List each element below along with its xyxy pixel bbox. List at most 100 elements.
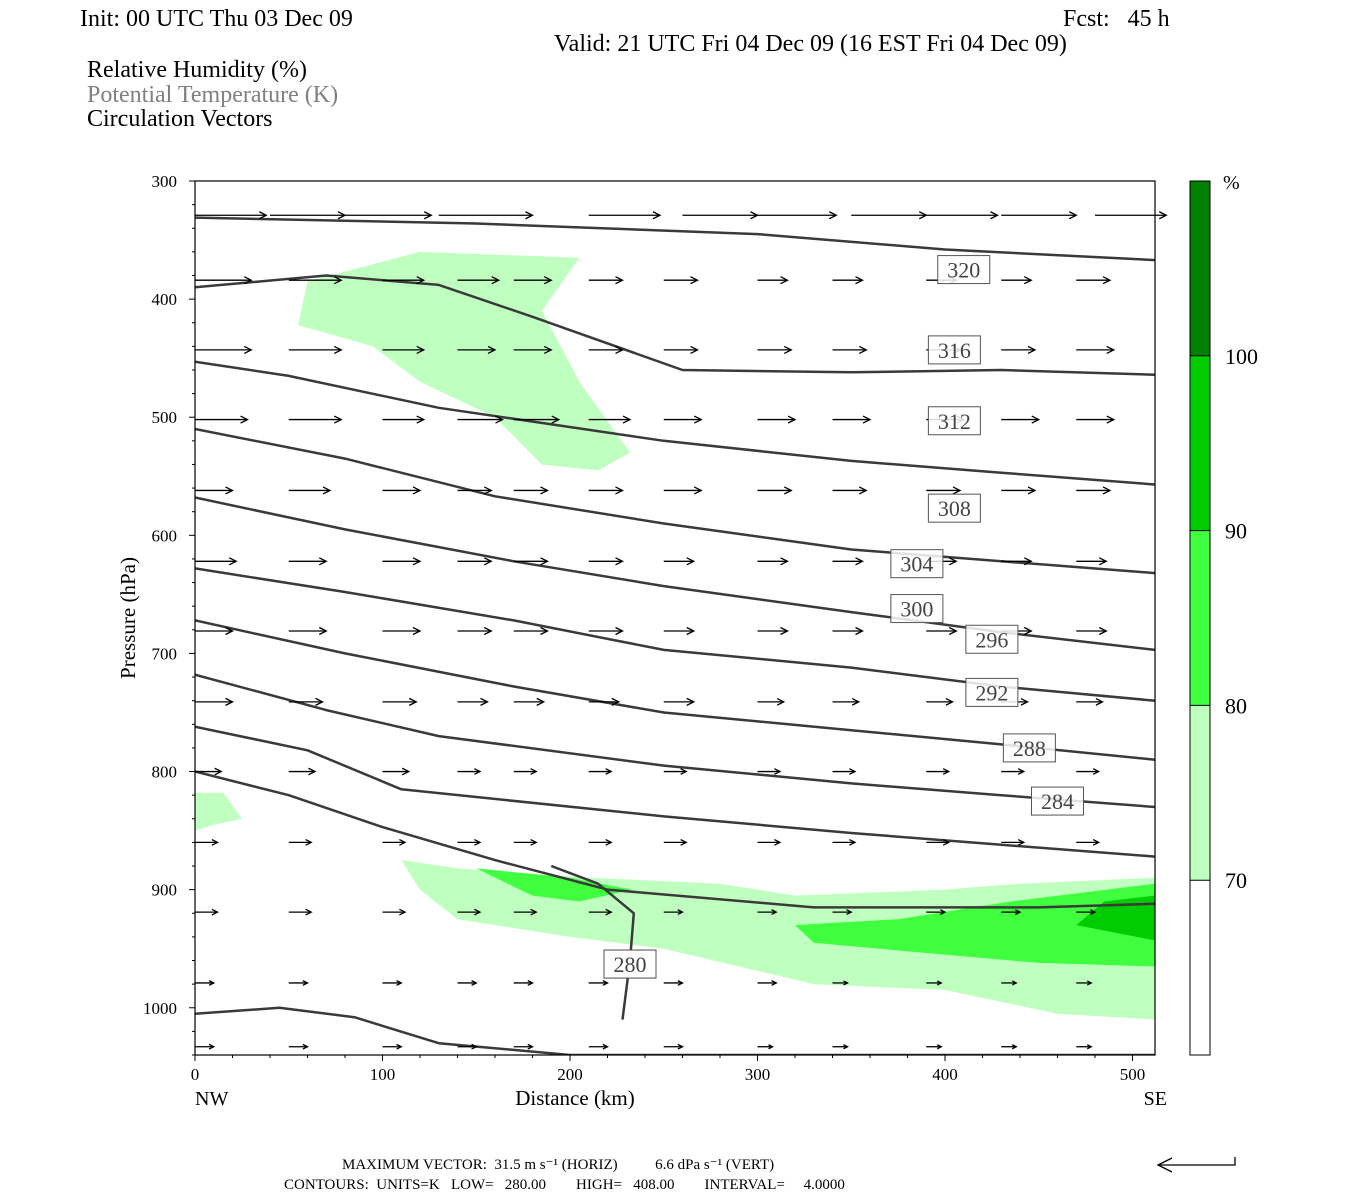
circulation-vector-head — [849, 839, 857, 846]
circulation-vector-head — [214, 767, 223, 776]
contour-label-300: 300 — [900, 597, 933, 622]
colorbar: 70 80 90 100% — [1189, 172, 1258, 1056]
contour-label-288: 288 — [1013, 736, 1046, 761]
circulation-vector-head — [1068, 211, 1078, 220]
circulation-vector-head — [318, 557, 328, 566]
circulation-vector-head — [690, 276, 699, 285]
colorbar-segment — [1190, 705, 1210, 881]
circulation-vector-head — [540, 486, 549, 495]
circulation-vector-head — [1106, 415, 1116, 424]
legend-circulation-vectors: Circulation Vectors — [87, 106, 273, 132]
circulation-vector-head — [693, 415, 703, 424]
circulation-vector-head — [1098, 557, 1108, 566]
circulation-vector-head — [1015, 909, 1022, 916]
theta-contour-280 — [550, 864, 636, 1020]
circulation-vector-head — [942, 768, 951, 775]
circulation-vector-head — [305, 839, 313, 846]
circulation-vector-head — [686, 557, 696, 566]
circulation-vector-head — [333, 345, 343, 354]
circulation-vector-head — [1098, 626, 1108, 636]
circulation-vector-head — [543, 276, 553, 285]
circulation-vector-head — [680, 839, 688, 846]
circulation-vector-head — [1086, 980, 1093, 986]
x-axis-title: Distance (km) — [515, 1086, 635, 1110]
circulation-vector-head — [677, 909, 684, 916]
circulation-vector-head — [530, 768, 538, 775]
circulation-vector-head — [1023, 626, 1033, 636]
colorbar-frame — [1189, 180, 1211, 1056]
circulation-vector-head — [611, 697, 621, 706]
contour-label-304: 304 — [900, 552, 933, 577]
circulation-vector-head — [680, 768, 688, 775]
circulation-vector-head — [1086, 1044, 1093, 1050]
circulation-vector-head — [652, 211, 662, 220]
contour-label-box — [890, 549, 944, 579]
colorbar-segment — [1190, 355, 1210, 531]
circulation-vector-head — [952, 486, 962, 495]
circulation-vector-head — [527, 980, 534, 986]
circulation-vector-head — [615, 626, 624, 636]
theta-contour-312 — [195, 360, 1155, 486]
circulation-vector-head — [690, 345, 699, 354]
circulation-vector-head — [783, 486, 793, 495]
y-tick-label: 300 — [152, 172, 178, 191]
contour-label-316: 316 — [938, 338, 971, 363]
circulation-vector-head — [849, 768, 857, 775]
contour-label-box — [965, 677, 1019, 707]
circulation-vector-head — [1011, 980, 1018, 986]
circulation-vector-head — [471, 1043, 478, 1050]
circulation-vector-head — [474, 839, 482, 846]
circulation-vector-head — [495, 415, 504, 424]
max-vector-note: MAXIMUM VECTOR: 31.5 m s⁻¹ (HORIZ) 6.6 d… — [342, 1157, 775, 1173]
circulation-vector-head — [686, 626, 696, 636]
circulation-vector-head — [240, 415, 249, 424]
circulation-vector-head — [243, 276, 253, 285]
circulation-vector-head — [208, 1043, 216, 1050]
circulation-vector-head — [416, 276, 426, 285]
circulation-vector-head — [302, 1043, 309, 1050]
circulation-vector-head — [396, 1043, 403, 1050]
contour-label-box — [1031, 786, 1084, 816]
circulation-vector-head — [333, 415, 343, 424]
circulation-vector-head — [208, 980, 216, 986]
theta-contour-284 — [195, 770, 1155, 909]
x-tick-label: 0 — [191, 1065, 200, 1084]
circulation-vector-head — [787, 415, 797, 424]
circulation-vector-head — [855, 557, 864, 566]
contour-label-312: 312 — [938, 409, 971, 434]
circulation-vector-head — [1102, 486, 1112, 495]
contour-label-292: 292 — [975, 680, 1008, 705]
x-tick-label: 300 — [745, 1065, 771, 1084]
y-tick-label: 600 — [152, 526, 178, 545]
circulation-vector-head — [474, 768, 482, 775]
rh-region-80 — [795, 883, 1155, 967]
colorbar-segment — [1190, 880, 1210, 1055]
circulation-vector-head — [1158, 211, 1168, 220]
contour-label-296: 296 — [975, 627, 1008, 652]
y-tick-label: 700 — [152, 644, 178, 663]
axes-layer: 300 400 500 600 700 800 900 1000 0 100 200 300 400 50… — [116, 172, 1167, 1110]
theta-contour-320 — [195, 216, 1155, 262]
x-tick-label: 500 — [1120, 1065, 1146, 1084]
circulation-vector-head — [1106, 345, 1116, 354]
circulation-vector-head — [1027, 486, 1037, 495]
circulation-vector-head — [945, 697, 954, 706]
circulation-vector-head — [846, 909, 853, 916]
circulation-vector-head — [862, 415, 872, 424]
circulation-vector-head — [399, 839, 407, 846]
x-tick-label: 100 — [370, 1065, 396, 1084]
circulation-vector-head — [774, 768, 782, 775]
circulation-vector-head — [851, 697, 861, 706]
x-end-label-nw: NW — [195, 1088, 228, 1110]
circulation-vector-head — [605, 839, 613, 846]
circulation-vector-head — [828, 211, 838, 220]
reference-vector — [1156, 1157, 1236, 1173]
contour-label-box — [927, 406, 981, 436]
contour-label-box — [1002, 733, 1056, 763]
circulation-vector-head — [318, 626, 328, 636]
colorbar-level-80: 80 — [1225, 693, 1247, 718]
y-axis-title: Pressure (hPa) — [116, 557, 140, 679]
circulation-vector-head — [677, 980, 684, 986]
circulation-vector-head — [940, 909, 947, 916]
colorbar-level-90: 90 — [1225, 519, 1247, 544]
